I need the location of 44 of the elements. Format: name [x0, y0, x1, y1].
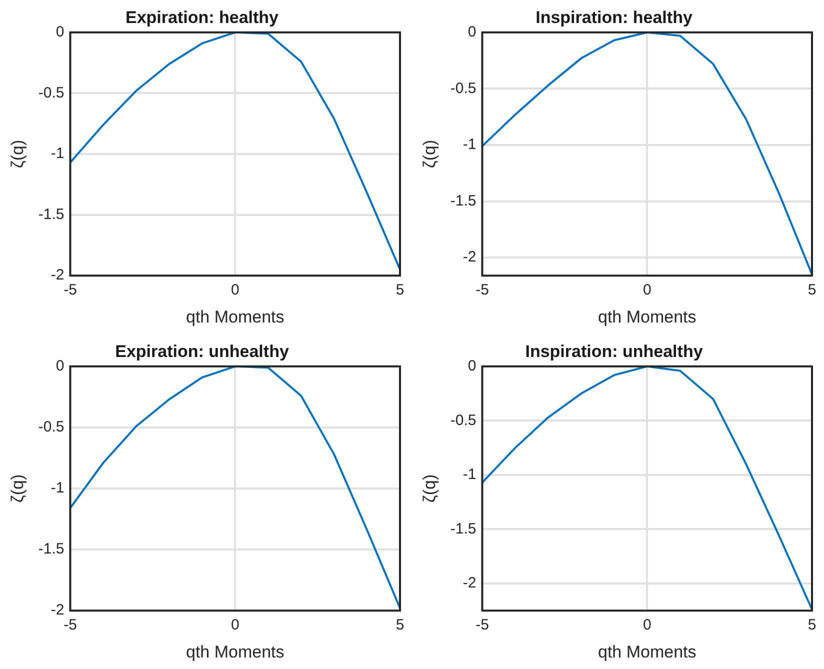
- x-tick-label: -5: [64, 616, 77, 634]
- x-tick-label: 0: [642, 616, 652, 634]
- x-axis-title: qth Moments: [598, 642, 696, 662]
- y-tick-label: -0.5: [450, 80, 476, 97]
- y-axis-title: ζ(q): [8, 140, 27, 168]
- y-tick-label: -2: [462, 574, 476, 592]
- y-tick-label: -2: [50, 602, 64, 619]
- x-tick-label: -5: [476, 282, 489, 299]
- x-axis-title: qth Moments: [186, 307, 284, 326]
- x-tick-label: 0: [642, 282, 652, 299]
- chart-title: Expiration: unhealthy: [115, 342, 290, 361]
- x-axis-title: qth Moments: [186, 642, 284, 662]
- y-tick-label: 0: [56, 24, 64, 41]
- chart-title: Inspiration: unhealthy: [525, 342, 704, 361]
- y-tick-label: -0.5: [38, 418, 64, 436]
- y-tick-label: 0: [468, 358, 476, 375]
- y-tick-label: -1: [50, 480, 64, 497]
- y-tick-label: -1.5: [450, 520, 476, 538]
- chart-title: Inspiration: healthy: [536, 8, 693, 27]
- y-tick-label: -1.5: [38, 540, 64, 558]
- y-tick-label: -1: [462, 136, 476, 154]
- chart-title: Expiration: healthy: [125, 8, 280, 27]
- y-tick-label: -1.5: [450, 192, 476, 210]
- x-tick-label: 5: [396, 616, 404, 634]
- y-tick-label: -2: [462, 248, 476, 266]
- x-tick-label: -5: [64, 282, 77, 299]
- x-tick-label: -5: [476, 616, 489, 634]
- x-tick-label: 5: [396, 282, 404, 299]
- x-axis-title: qth Moments: [598, 307, 696, 326]
- x-tick-label: 0: [230, 616, 240, 634]
- y-tick-label: -1.5: [38, 206, 64, 223]
- x-tick-label: 0: [230, 282, 240, 299]
- y-tick-label: -1: [50, 145, 64, 162]
- y-tick-label: -0.5: [38, 84, 64, 102]
- y-axis-title: ζ(q): [420, 140, 439, 168]
- y-tick-label: -2: [50, 266, 64, 284]
- x-tick-label: 5: [808, 616, 816, 634]
- y-axis-title: ζ(q): [420, 474, 439, 503]
- y-tick-label: -1: [462, 466, 476, 484]
- y-axis-title: ζ(q): [8, 474, 27, 503]
- y-tick-label: 0: [56, 358, 64, 375]
- y-tick-label: -0.5: [450, 412, 476, 429]
- x-tick-label: 5: [808, 282, 816, 299]
- y-tick-label: 0: [468, 24, 476, 41]
